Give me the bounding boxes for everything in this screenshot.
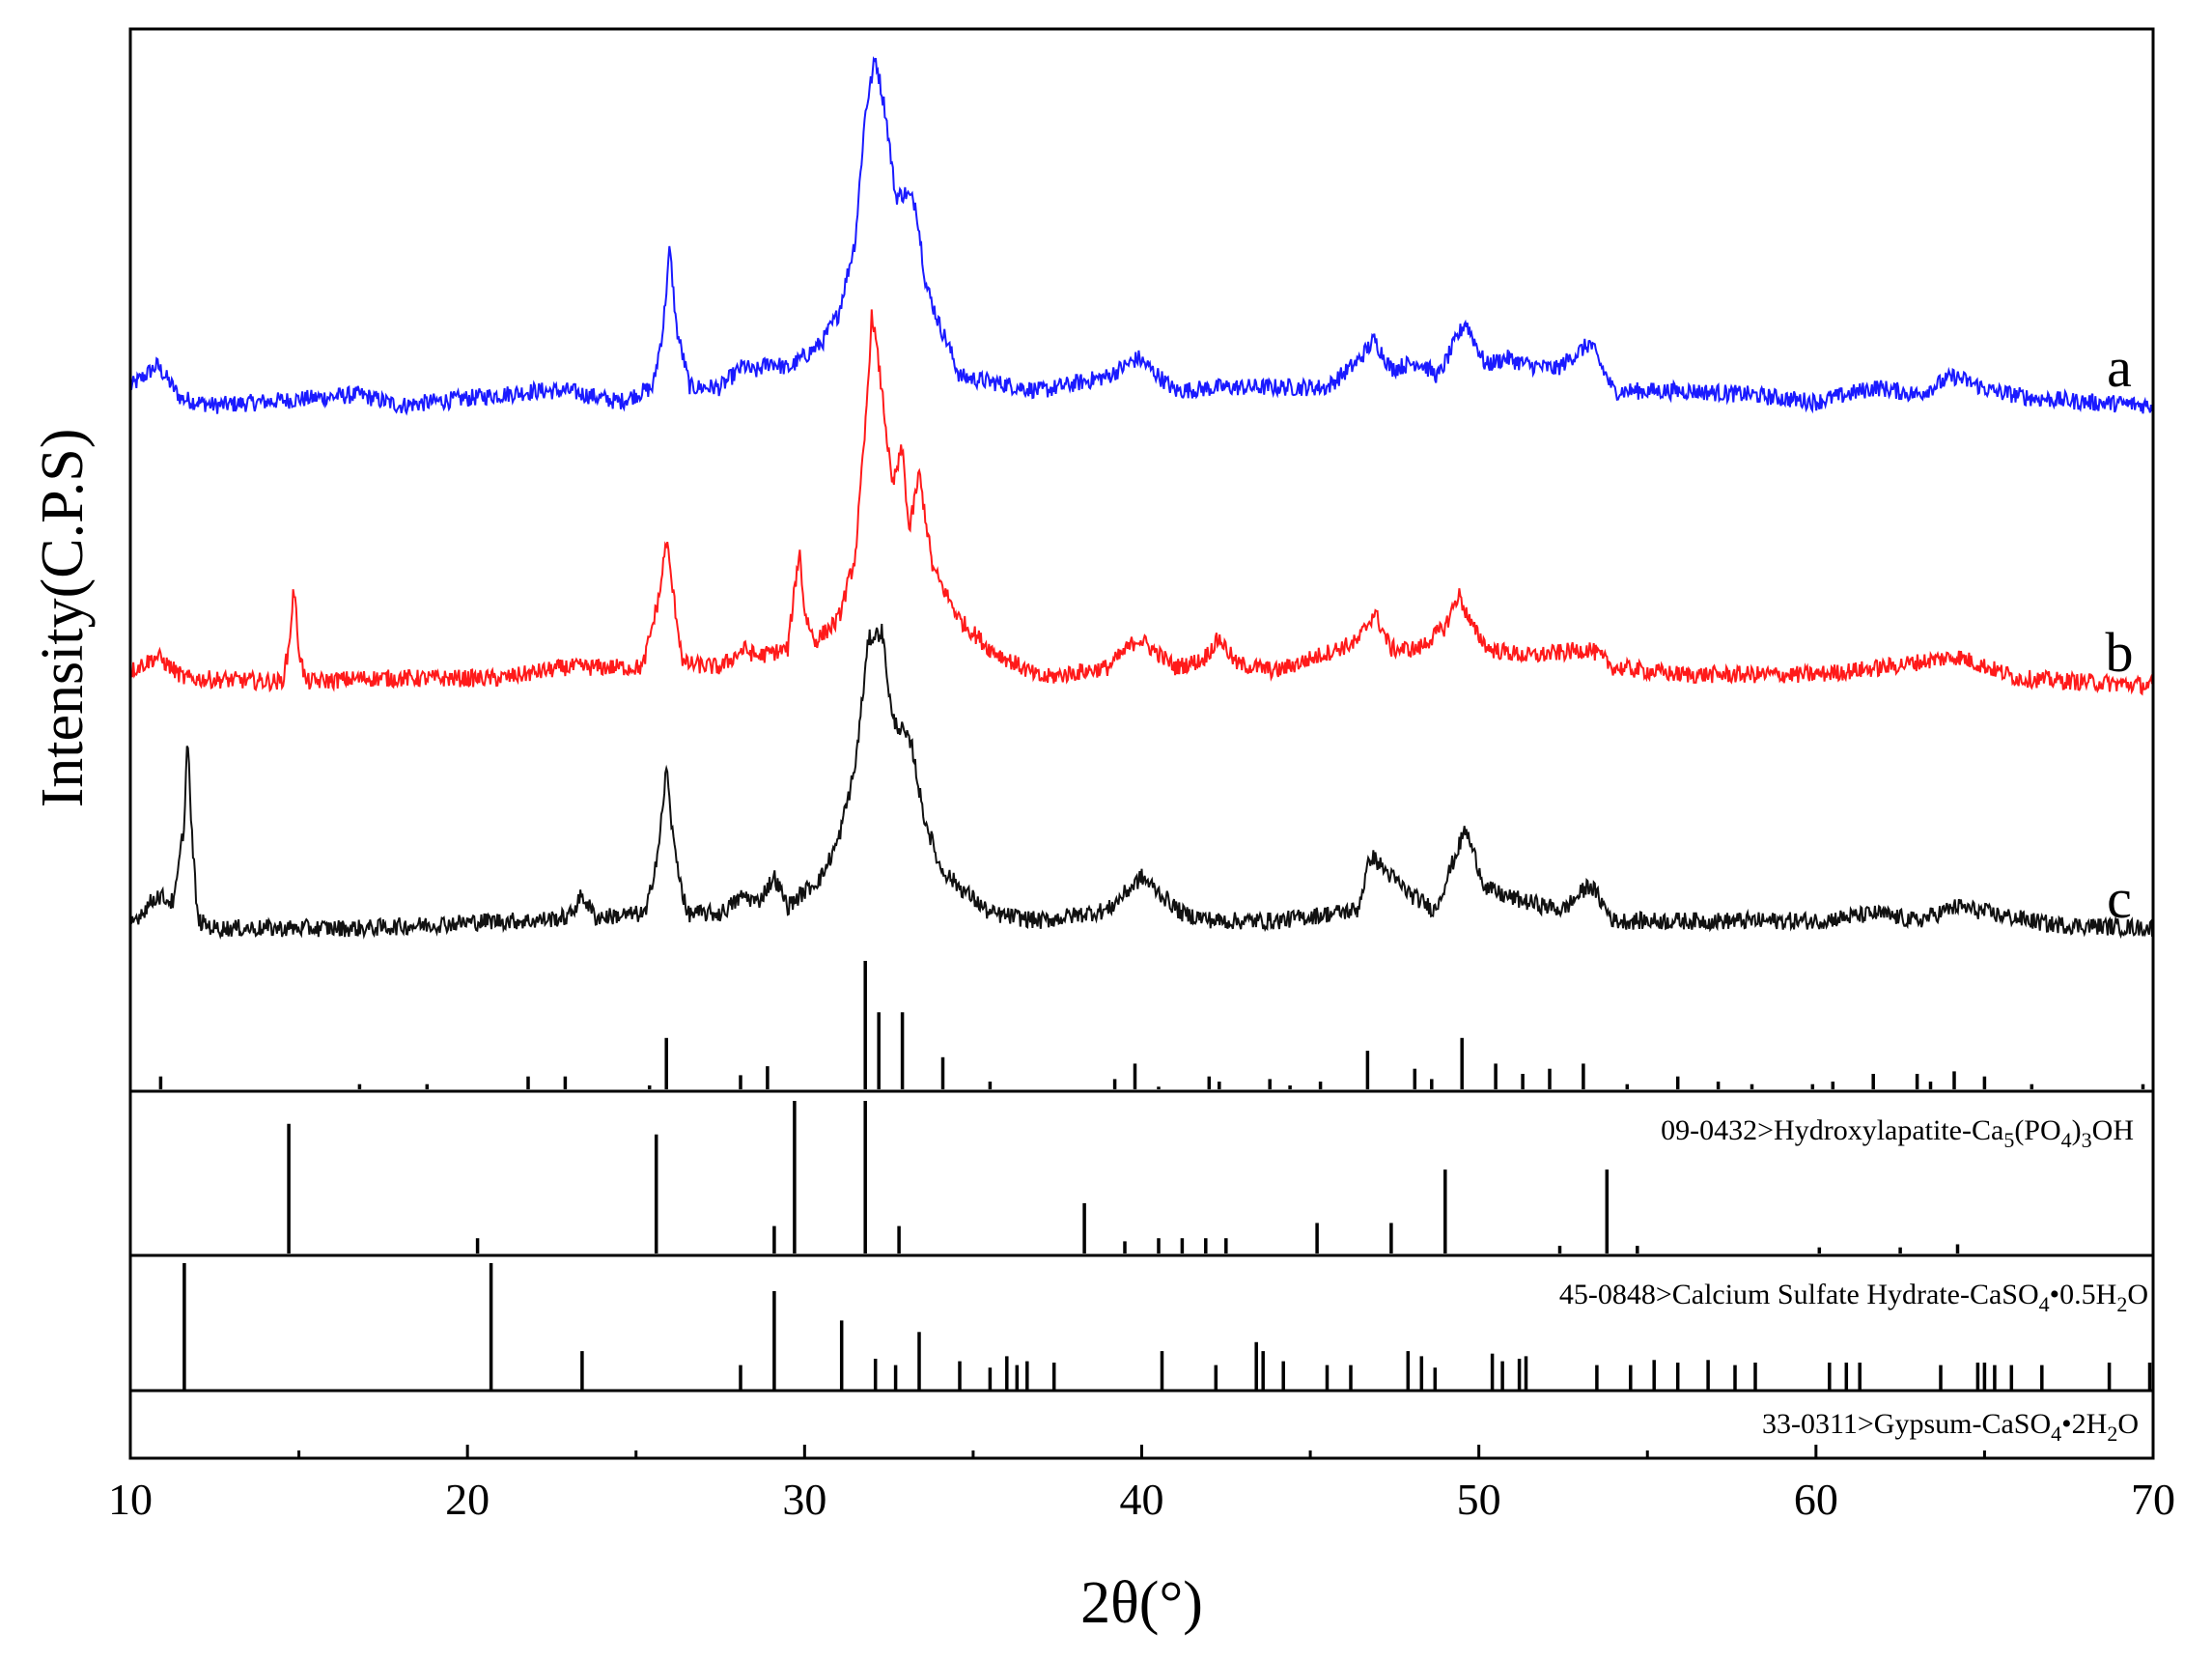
reference-label-1: 09-0432>Hydroxylapatite-Ca5(PO4)3OH xyxy=(1661,1114,2134,1152)
x-tick-label: 40 xyxy=(1120,1475,1164,1524)
reference-label-2: 45-0848>Calcium Sulfate Hydrate-CaSO4•0.… xyxy=(1559,1279,2148,1316)
trace-b xyxy=(129,309,2154,696)
trace-label-b: b xyxy=(2106,621,2134,684)
x-tick-label: 20 xyxy=(445,1475,490,1524)
trace-group xyxy=(129,56,2154,940)
y-axis-title: Intensity(C.P.S) xyxy=(30,429,96,808)
x-tick-label: 50 xyxy=(1457,1475,1501,1524)
x-tick-label: 10 xyxy=(108,1475,153,1524)
trace-a xyxy=(129,56,2154,416)
x-tick-label: 70 xyxy=(2131,1475,2175,1524)
x-tick-label: 30 xyxy=(782,1475,826,1524)
reference-stick-group xyxy=(158,961,2152,1391)
trace-label-a: a xyxy=(2107,336,2132,399)
reference-label-3: 33-0311>Gypsum-CaSO4•2H2O xyxy=(1762,1408,2139,1446)
x-axis-ticks: 10 20 30 40 50 60 70 xyxy=(108,1445,2175,1524)
trace-c xyxy=(129,623,2154,940)
trace-label-c: c xyxy=(2107,867,2132,930)
x-tick-label: 60 xyxy=(1794,1475,1838,1524)
label-group: a b c 09-0432>Hydroxylapatite-Ca5(PO4)3OH 45… xyxy=(1559,336,2148,1446)
x-axis-title: 2θ(°) xyxy=(1080,1570,1203,1636)
